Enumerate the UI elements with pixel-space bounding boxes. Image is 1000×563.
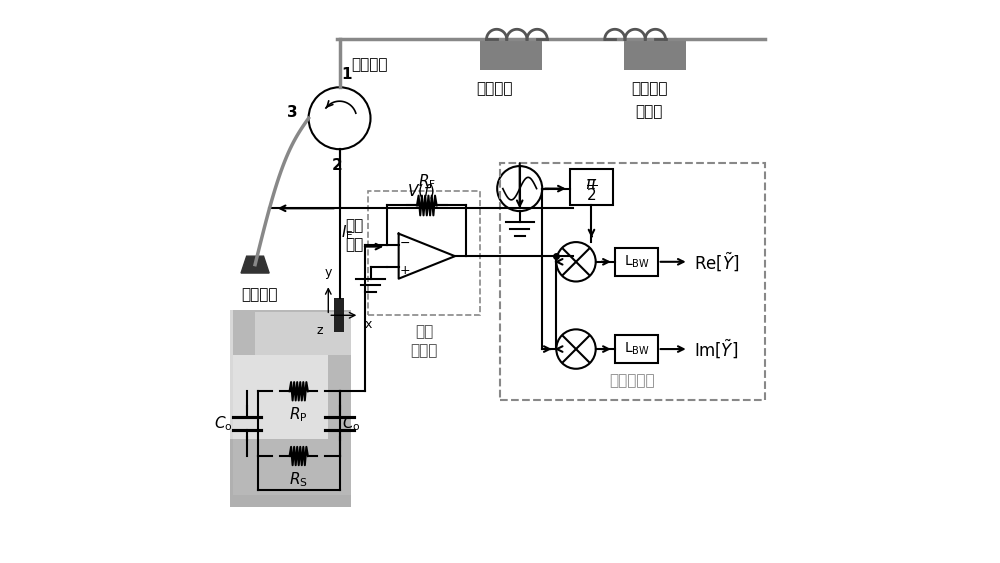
Bar [615,335,658,363]
Text: y: y [325,266,332,279]
Text: Re[$\tilde{Y}$]: Re[$\tilde{Y}$] [694,251,740,273]
Text: $-$: $-$ [399,235,410,249]
Text: L$_{\rm BW}$: L$_{\rm BW}$ [624,253,649,270]
Text: $C_{\rm o}$: $C_{\rm o}$ [342,414,361,433]
Text: $\overline{2}$: $\overline{2}$ [586,185,597,204]
Bar [570,169,613,205]
Text: 激光器: 激光器 [636,104,663,119]
Text: 光纤: 光纤 [345,238,363,252]
Text: $R_{\rm S}$: $R_{\rm S}$ [289,470,308,489]
Bar [241,327,340,495]
Text: 1: 1 [341,66,352,82]
Text: 2: 2 [331,158,342,173]
Bar [615,248,658,276]
Polygon shape [241,256,269,273]
Text: $R_{\rm F}$: $R_{\rm F}$ [418,173,436,191]
Text: 光功率计: 光功率计 [241,287,278,302]
Bar [233,355,328,439]
Text: 光衰减器: 光衰减器 [476,82,513,97]
Text: $I_{\rm E}$: $I_{\rm E}$ [341,224,354,242]
Bar [334,298,344,332]
Text: $R_{\rm P}$: $R_{\rm P}$ [289,405,308,424]
Bar [480,39,542,70]
Bar [230,310,351,507]
Bar [230,310,328,439]
Text: Im[$\tilde{Y}$]: Im[$\tilde{Y}$] [694,338,738,360]
Bar [368,191,480,315]
Text: 跨阻: 跨阻 [415,324,433,339]
Bar [500,163,765,400]
Bar [255,312,351,355]
Text: 3: 3 [287,105,297,120]
Text: L$_{\rm BW}$: L$_{\rm BW}$ [624,341,649,358]
Text: $C_{\rm o}$: $C_{\rm o}$ [214,414,233,433]
Text: $\pi$: $\pi$ [585,176,598,193]
Text: $+$: $+$ [399,263,410,277]
Text: x: x [365,318,372,331]
Bar [624,39,686,70]
Text: 光环形器: 光环形器 [351,57,387,72]
Text: 放大器: 放大器 [410,343,438,359]
Bar [233,310,351,495]
Text: $V(f)$: $V(f)$ [407,182,435,200]
Text: 波长可调: 波长可调 [631,82,667,97]
Text: 锁相放大器: 锁相放大器 [609,373,655,388]
Text: 透镜: 透镜 [345,218,363,233]
Text: z: z [316,324,323,337]
